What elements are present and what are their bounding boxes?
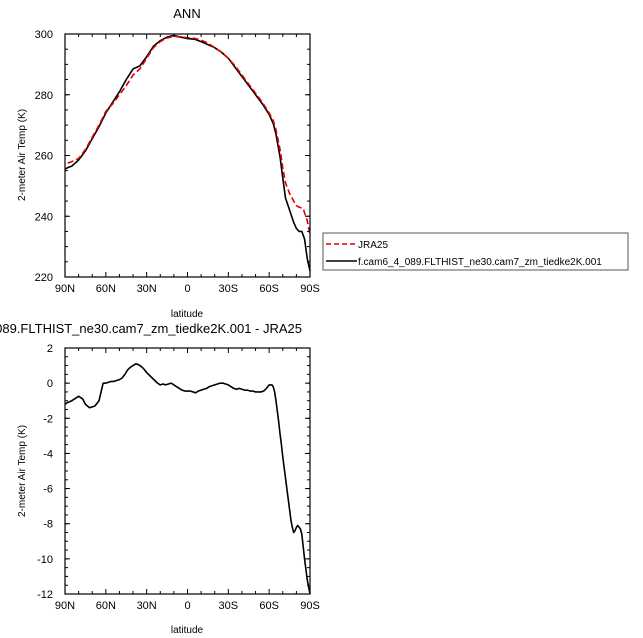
- bottom-chart-series-group: [64, 363, 311, 595]
- bottom-chart-frame: [64, 347, 311, 595]
- top-xtick-label: 0: [184, 283, 190, 295]
- top-chart-ticks: 90N 60N 30N 0 30S 60S 90S 220 240 260 280 300: [35, 29, 320, 295]
- top-chart-title: ANN: [173, 6, 200, 21]
- bottom-chart-ticks: 90N 60N 30N 0 30S 60S 90S -12 -10 -8 -6 -4 -2 0 2: [37, 343, 320, 612]
- bottom-xtick-label: 90N: [55, 600, 75, 612]
- bottom-chart-title: f.cam6_4_089.FLTHIST_ne30.cam7_zm_tiedke…: [0, 321, 302, 336]
- bottom-ytick-label: 2: [47, 343, 53, 355]
- bottom-ytick-label: -4: [43, 448, 53, 460]
- bottom-ytick-label: 0: [47, 378, 53, 390]
- bottom-xtick-label: 30N: [137, 600, 157, 612]
- legend: JRA25 f.cam6_4_089.FLTHIST_ne30.cam7_zm_…: [322, 232, 629, 271]
- legend-box: [322, 232, 629, 271]
- top-chart-panel: ANN 2-meter Air Temp (K) latitude 90N 60N…: [17, 6, 320, 320]
- bottom-series-line-0: [64, 363, 311, 595]
- top-ytick-label: 240: [35, 211, 53, 223]
- bottom-xtick-label: 0: [184, 600, 190, 612]
- top-ytick-label: 280: [35, 90, 53, 102]
- bottom-xtick-label: 60N: [96, 600, 116, 612]
- top-chart-ylabel: 2-meter Air Temp (K): [17, 109, 28, 201]
- bottom-ytick-label: -12: [37, 589, 53, 601]
- top-xtick-label: 90N: [55, 283, 75, 295]
- top-xtick-label: 60S: [259, 283, 279, 295]
- bottom-xtick-label: 30S: [219, 600, 239, 612]
- bottom-ytick-label: -10: [37, 554, 53, 566]
- bottom-chart-xlabel: latitude: [171, 625, 204, 636]
- bottom-ytick-label: -6: [43, 484, 53, 496]
- top-xtick-label: 30S: [219, 283, 239, 295]
- top-series-line-0: [67, 35, 311, 235]
- bottom-xtick-label: 60S: [259, 600, 279, 612]
- bottom-chart-title-text: f.cam6_4_089.FLTHIST_ne30.cam7_zm_tiedke…: [0, 321, 302, 336]
- top-chart-xlabel: latitude: [171, 309, 204, 320]
- top-ytick-label: 300: [35, 29, 53, 41]
- bottom-ytick-label: -2: [43, 413, 53, 425]
- top-xtick-label: 60N: [96, 283, 116, 295]
- bottom-ytick-label: -8: [43, 519, 53, 531]
- legend-label-jra25: JRA25: [358, 240, 388, 251]
- top-ytick-label: 260: [35, 151, 53, 163]
- top-chart-series-group: [64, 34, 311, 272]
- top-chart-frame: [64, 33, 311, 278]
- bottom-xtick-label: 90S: [300, 600, 320, 612]
- top-ytick-label: 220: [35, 272, 53, 284]
- legend-label-model: f.cam6_4_089.FLTHIST_ne30.cam7_zm_tiedke…: [358, 257, 602, 268]
- top-series-line-1: [64, 34, 311, 272]
- top-xtick-label: 90S: [300, 283, 320, 295]
- bottom-chart-panel: f.cam6_4_089.FLTHIST_ne30.cam7_zm_tiedke…: [0, 321, 320, 636]
- top-xtick-label: 30N: [137, 283, 157, 295]
- bottom-chart-ylabel: 2-meter Air Temp (K): [17, 425, 28, 517]
